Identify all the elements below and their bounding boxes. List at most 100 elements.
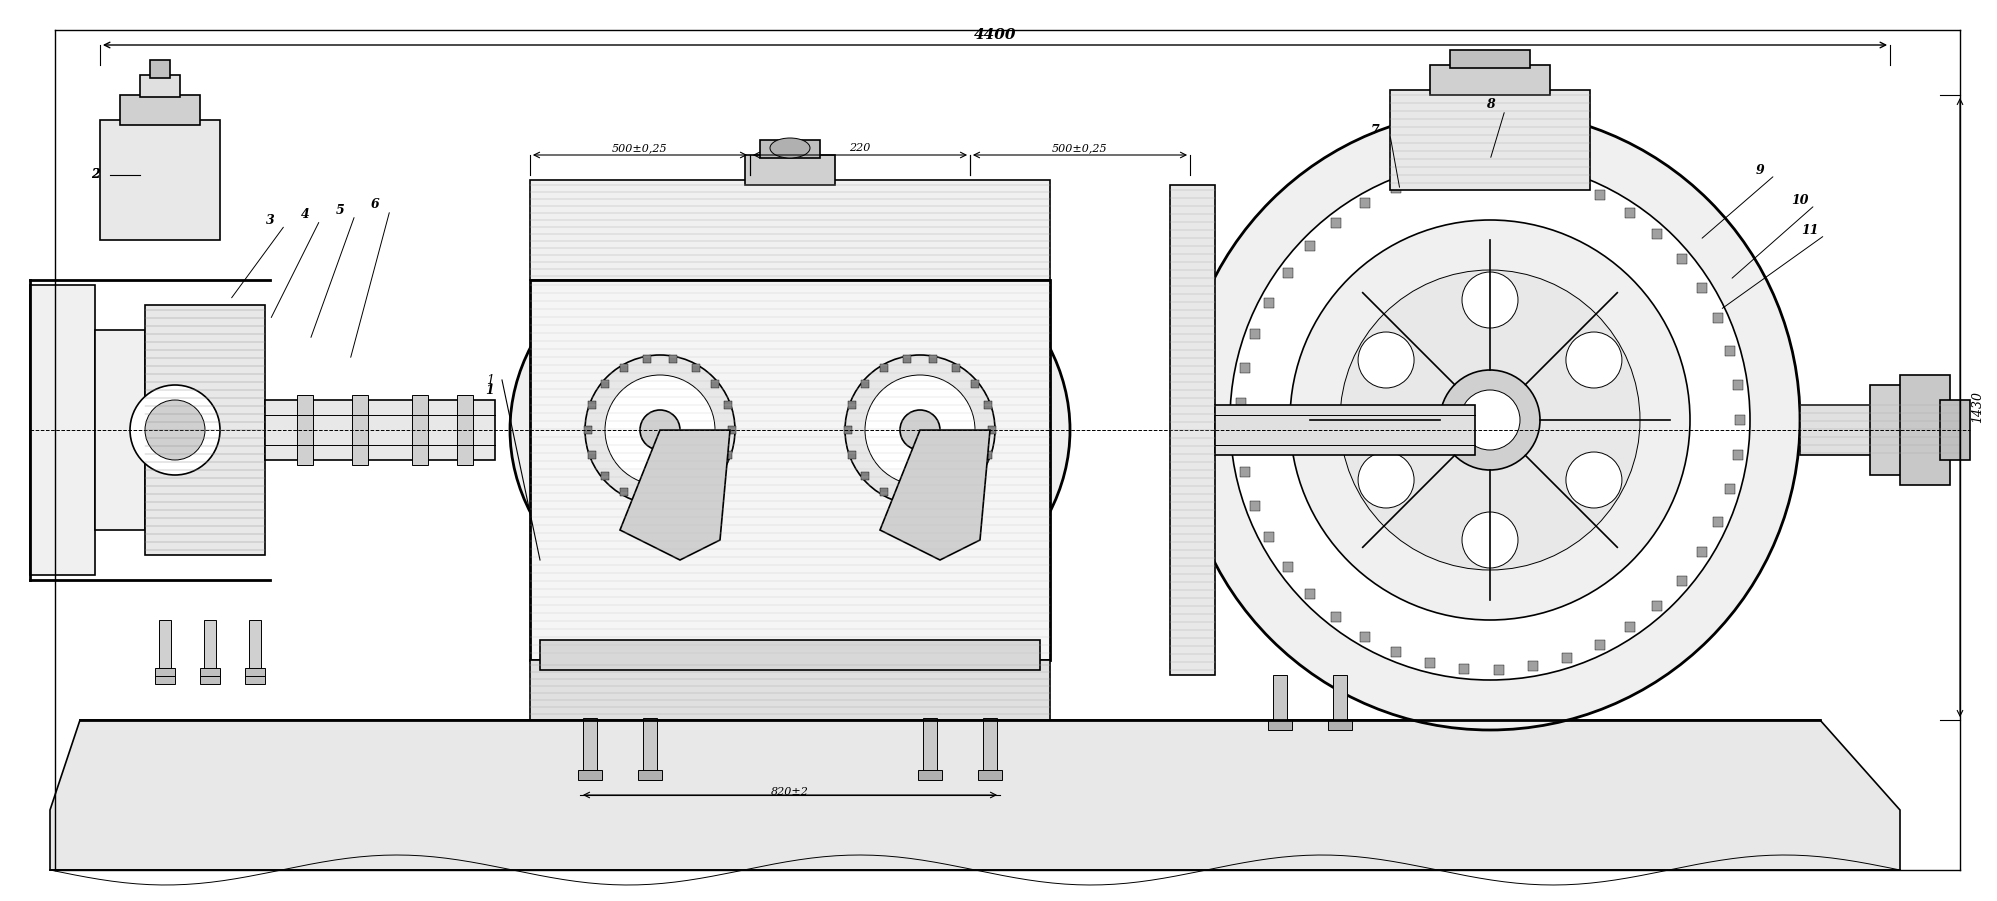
Ellipse shape (771, 138, 811, 158)
Ellipse shape (1566, 332, 1622, 388)
Bar (1735, 415, 1745, 425)
Bar (903, 497, 911, 505)
Bar (723, 401, 731, 409)
Ellipse shape (1230, 160, 1749, 680)
Bar (849, 401, 857, 409)
Text: 1: 1 (485, 374, 493, 387)
Ellipse shape (1566, 452, 1622, 508)
Bar (1677, 576, 1687, 586)
Bar (577, 770, 601, 780)
Ellipse shape (509, 210, 1070, 650)
Bar (246, 676, 266, 684)
Bar (100, 120, 220, 240)
Bar (1528, 661, 1538, 671)
Bar (96, 330, 146, 530)
Bar (146, 305, 266, 555)
Bar (1214, 405, 1476, 455)
Bar (745, 155, 835, 185)
Bar (903, 355, 911, 363)
Text: 1430: 1430 (1971, 391, 1985, 423)
Bar (881, 364, 889, 371)
Text: 220: 220 (849, 143, 871, 153)
Bar (250, 620, 262, 670)
Bar (1282, 268, 1292, 278)
Bar (200, 676, 220, 684)
Text: 2: 2 (92, 168, 100, 181)
Ellipse shape (130, 385, 220, 475)
Bar (669, 497, 677, 505)
Bar (1594, 640, 1606, 650)
Bar (619, 488, 627, 496)
Bar (1328, 720, 1352, 730)
Bar (761, 140, 821, 158)
Bar (1460, 664, 1470, 674)
Bar (861, 472, 869, 480)
Bar (1652, 601, 1662, 611)
Ellipse shape (815, 395, 925, 505)
Text: 500±0,25: 500±0,25 (613, 143, 667, 153)
Bar (1264, 297, 1274, 307)
Bar (1460, 167, 1470, 177)
Bar (1240, 363, 1250, 373)
Bar (619, 364, 627, 371)
Bar (1528, 168, 1538, 178)
Bar (351, 395, 367, 465)
Bar (1713, 516, 1723, 527)
Bar (1652, 229, 1662, 239)
Bar (983, 718, 997, 773)
Ellipse shape (605, 375, 715, 485)
Bar (1306, 241, 1316, 251)
Ellipse shape (639, 410, 681, 450)
Bar (1390, 90, 1590, 190)
Bar (1240, 467, 1250, 477)
Ellipse shape (655, 395, 765, 505)
Bar (729, 426, 737, 434)
Bar (1677, 254, 1687, 264)
Bar (1268, 720, 1292, 730)
Bar (1332, 612, 1342, 622)
Bar (589, 450, 597, 459)
Bar (711, 472, 719, 480)
Bar (669, 355, 677, 363)
Bar (1360, 198, 1370, 208)
Bar (539, 640, 1040, 670)
Bar (1869, 385, 1919, 475)
Bar (204, 620, 216, 670)
Text: 5: 5 (335, 204, 343, 216)
Bar (1562, 652, 1572, 663)
Bar (1250, 330, 1260, 340)
Ellipse shape (1358, 452, 1414, 508)
Bar (919, 770, 943, 780)
Ellipse shape (589, 270, 991, 590)
Bar (1360, 632, 1370, 642)
Bar (693, 488, 701, 496)
Ellipse shape (755, 402, 825, 458)
Bar (1306, 588, 1316, 598)
Bar (1733, 450, 1743, 460)
Bar (120, 95, 200, 125)
Polygon shape (50, 720, 1899, 870)
Bar (1626, 208, 1636, 218)
Ellipse shape (671, 335, 911, 525)
Ellipse shape (901, 410, 941, 450)
Bar (711, 379, 719, 387)
Bar (160, 620, 172, 670)
Bar (923, 718, 937, 773)
Bar (979, 770, 1002, 780)
Bar (156, 676, 176, 684)
Bar (30, 285, 96, 575)
Bar (1170, 185, 1214, 675)
Ellipse shape (1180, 110, 1799, 730)
Bar (929, 355, 937, 363)
Text: 9: 9 (1755, 163, 1765, 177)
Text: 500±0,25: 500±0,25 (1052, 143, 1108, 153)
Bar (971, 379, 979, 387)
Ellipse shape (146, 400, 206, 460)
Text: 8: 8 (1486, 98, 1494, 112)
Bar (985, 401, 993, 409)
Ellipse shape (845, 355, 995, 505)
Bar (1424, 172, 1434, 182)
Bar (529, 280, 1050, 660)
Bar (1272, 675, 1286, 723)
Bar (1264, 532, 1274, 542)
